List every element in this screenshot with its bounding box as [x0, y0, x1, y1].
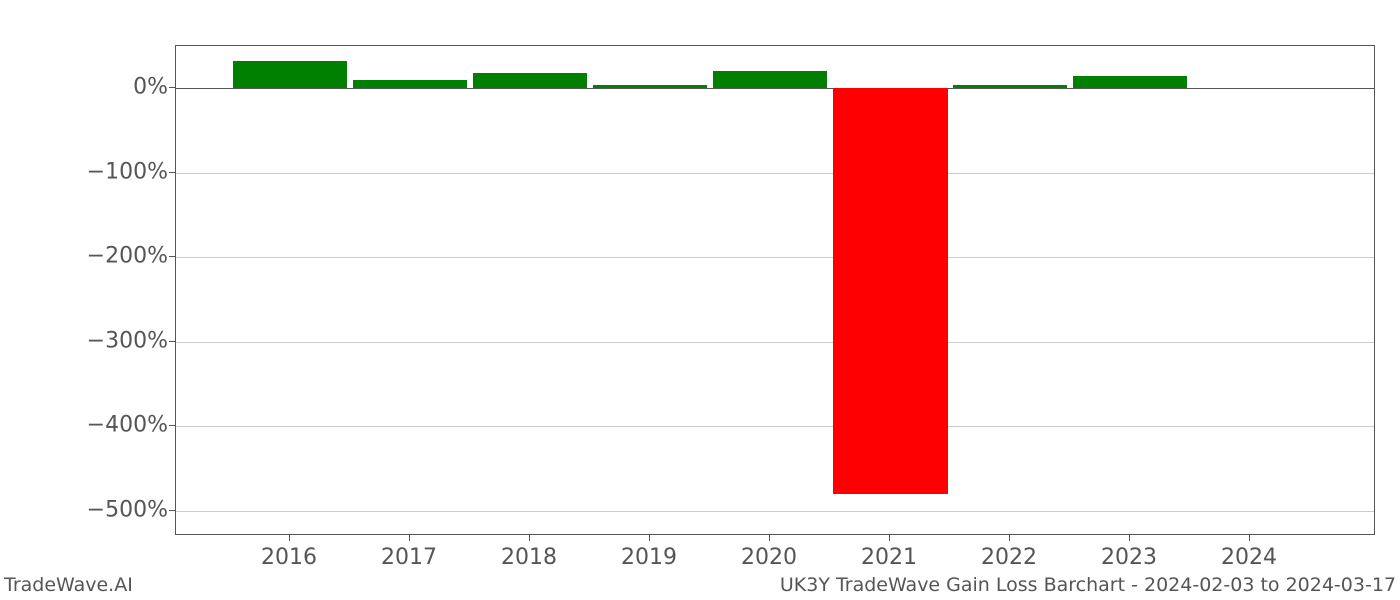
gridline [176, 511, 1374, 512]
xtick-mark [889, 535, 890, 541]
xtick-label: 2019 [621, 545, 677, 570]
bar [833, 88, 948, 494]
gridline [176, 342, 1374, 343]
bar [353, 80, 467, 88]
xtick-mark [529, 535, 530, 541]
ytick-mark [169, 172, 175, 173]
xtick-label: 2021 [861, 545, 917, 570]
ytick-mark [169, 425, 175, 426]
xtick-label: 2020 [741, 545, 797, 570]
bar [1073, 76, 1187, 88]
xtick-mark [649, 535, 650, 541]
ytick-label: −100% [87, 159, 168, 184]
gridline [176, 257, 1374, 258]
xtick-mark [1129, 535, 1130, 541]
ytick-label: −200% [87, 244, 168, 269]
zero-axis-line [176, 88, 1374, 89]
ytick-mark [169, 341, 175, 342]
footer-left-text: TradeWave.AI [4, 574, 133, 596]
gridline [176, 173, 1374, 174]
ytick-label: −500% [87, 497, 168, 522]
xtick-mark [289, 535, 290, 541]
xtick-mark [769, 535, 770, 541]
xtick-label: 2018 [501, 545, 557, 570]
xtick-label: 2016 [261, 545, 317, 570]
xtick-label: 2024 [1221, 545, 1277, 570]
chart-plot-area [175, 45, 1375, 535]
bar [593, 85, 707, 88]
ytick-label: −300% [87, 328, 168, 353]
xtick-label: 2022 [981, 545, 1037, 570]
ytick-label: 0% [133, 75, 168, 100]
footer-right-text: UK3Y TradeWave Gain Loss Barchart - 2024… [780, 574, 1396, 596]
gridline [176, 426, 1374, 427]
xtick-mark [409, 535, 410, 541]
xtick-mark [1009, 535, 1010, 541]
ytick-mark [169, 87, 175, 88]
bar [473, 73, 587, 88]
ytick-mark [169, 256, 175, 257]
ytick-label: −400% [87, 413, 168, 438]
bar [713, 71, 827, 88]
ytick-mark [169, 510, 175, 511]
xtick-label: 2017 [381, 545, 437, 570]
xtick-label: 2023 [1101, 545, 1157, 570]
xtick-mark [1249, 535, 1250, 541]
bar [953, 85, 1067, 88]
bar [233, 61, 347, 88]
